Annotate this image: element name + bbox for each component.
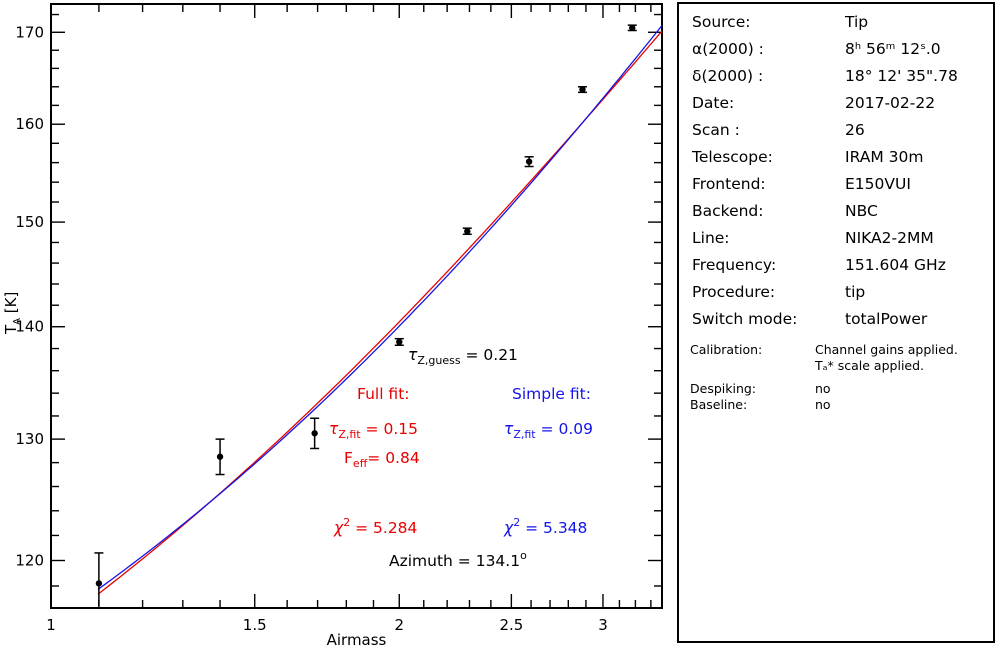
plot-frame [50, 3, 663, 609]
info-value: Channel gains applied. [815, 342, 958, 357]
info-label: Frontend: [692, 175, 766, 193]
y-tick-label: 150 [15, 213, 44, 231]
x-tick-label: 1 [46, 616, 56, 634]
data-point-marker [95, 580, 103, 587]
info-label: Calibration: [690, 342, 763, 357]
chi2-full: χ2 = 5.284 [333, 516, 417, 537]
info-label: Date: [692, 94, 735, 112]
info-row-backend: Backend: NBC [679, 202, 993, 228]
info-label: δ(2000) : [692, 67, 764, 85]
info-value: NIKA2-2MM [845, 229, 934, 247]
info-label: α(2000) : [692, 40, 764, 58]
info-label: Frequency: [692, 256, 777, 274]
info-value: IRAM 30m [845, 148, 924, 166]
info-value: NBC [845, 202, 878, 220]
axis-ticks [50, 5, 661, 607]
data-point-marker [396, 338, 403, 346]
data-point-marker [311, 430, 318, 437]
info-row-line: Line: NIKA2-2MM [679, 229, 993, 255]
info-label: Procedure: [692, 283, 776, 301]
info-label: Despiking: [690, 381, 757, 396]
x-axis-title: Airmass [327, 631, 387, 649]
info-value: 26 [845, 121, 865, 139]
info-value: no [815, 397, 831, 412]
info-value: totalPower [845, 310, 928, 328]
info-value: tip [845, 283, 866, 301]
y-tick-label: 170 [15, 23, 44, 41]
simple-fit-curve [97, 25, 663, 590]
info-value: no [815, 381, 831, 396]
info-row-scan: Scan : 26 [679, 121, 993, 147]
data-point-marker [525, 158, 533, 165]
info-row-source: Source: Tip [679, 13, 993, 39]
info-label: Backend: [692, 202, 764, 220]
info-value: 18° 12' 35".78 [845, 67, 958, 85]
y-tick-label: 160 [15, 115, 44, 133]
skydip-plot: 1 1.5 2 2.5 3 120 130 140 150 160 170 Airmass TA [K]… [2, 3, 663, 649]
simple-fit-label: Simple fit: [512, 385, 591, 403]
info-label: Source: [692, 13, 751, 31]
info-row-date: Date: 2017-02-22 [679, 94, 993, 120]
y-tick-label: 140 [15, 318, 44, 336]
full-fit-label: Full fit: [357, 385, 410, 403]
info-label: Baseline: [690, 397, 748, 412]
info-row-ra: α(2000) : 8ʰ 56ᵐ 12ˢ.0 [679, 40, 993, 66]
y-tick-label: 120 [15, 552, 44, 570]
info-row-frontend: Frontend: E150VUI [679, 175, 993, 201]
data-points [94, 24, 637, 606]
info-value: Tip [845, 13, 869, 31]
info-label: Scan : [692, 121, 740, 139]
tau-fit-simple: τZ,fit = 0.09 [504, 420, 593, 441]
x-tick-label: 1.5 [243, 616, 267, 634]
info-label: Line: [692, 229, 730, 247]
feff-label: Feff= 0.84 [344, 449, 420, 470]
data-point-marker [629, 24, 636, 32]
info-value: E150VUI [845, 175, 911, 193]
info-row-dec: δ(2000) : 18° 12' 35".78 [679, 67, 993, 93]
info-row-procedure: Procedure: tip [679, 283, 993, 309]
info-row-frequency: Frequency: 151.604 GHz [679, 256, 993, 282]
tau-fit-full: τZ,fit = 0.15 [329, 420, 418, 441]
info-value: 2017-02-22 [845, 94, 936, 112]
data-point-marker [464, 228, 471, 235]
x-tick-label: 3 [598, 616, 608, 634]
x-tick-label: 2.5 [499, 616, 523, 634]
info-value: Tₐ* scale applied. [815, 358, 925, 373]
data-point-marker [579, 86, 586, 93]
fit-annotations: τZ,guess = 0.21 Full fit: Simple fit: τZ,fi… [329, 346, 593, 570]
info-row-switchmode: Switch mode: totalPower [679, 310, 993, 336]
full-fit-curve [97, 30, 663, 595]
info-label: Switch mode: [692, 310, 798, 328]
azimuth-label: Azimuth = 134.1o [389, 549, 527, 570]
info-label: Telescope: [692, 148, 773, 166]
tau-guess-label: τZ,guess = 0.21 [408, 346, 518, 367]
y-axis-title: TA [K] [2, 292, 23, 335]
y-tick-label: 130 [15, 430, 44, 448]
info-value: 8ʰ 56ᵐ 12ˢ.0 [845, 40, 941, 58]
chi2-simple: χ2 = 5.348 [503, 516, 587, 537]
info-row-telescope: Telescope: IRAM 30m [679, 148, 993, 174]
x-tick-label: 2 [394, 616, 404, 634]
data-point-marker [216, 453, 224, 460]
tick-labels: 1 1.5 2 2.5 3 120 130 140 150 160 170 [15, 23, 607, 634]
info-value: 151.604 GHz [845, 256, 946, 274]
info-panel: Source: Tip α(2000) : 8ʰ 56ᵐ 12ˢ.0 δ(200… [677, 2, 995, 643]
